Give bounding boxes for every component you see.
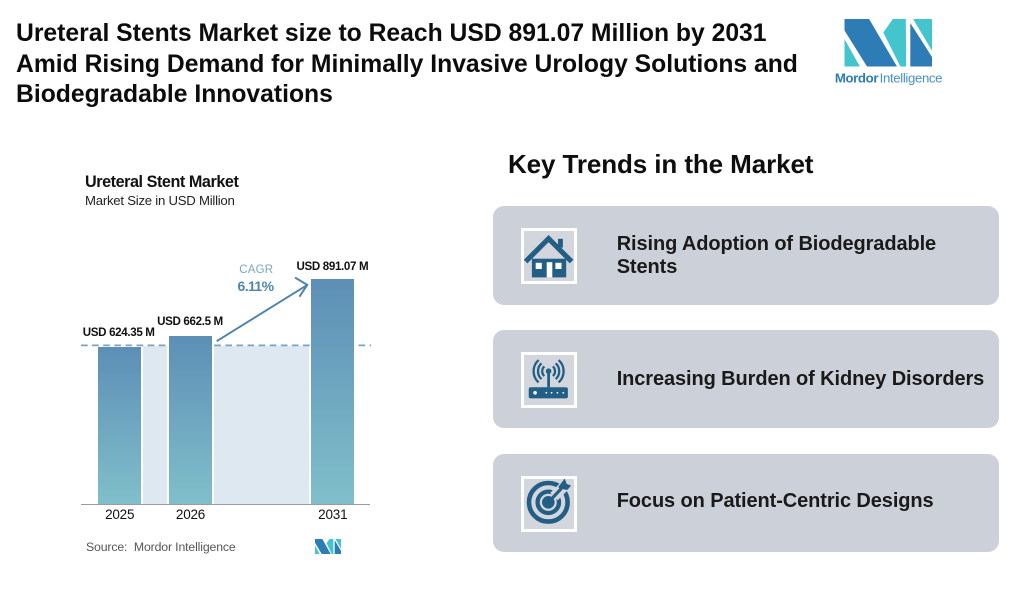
svg-text:MordorIntelligence: Mordor Intelligence	[835, 70, 942, 85]
